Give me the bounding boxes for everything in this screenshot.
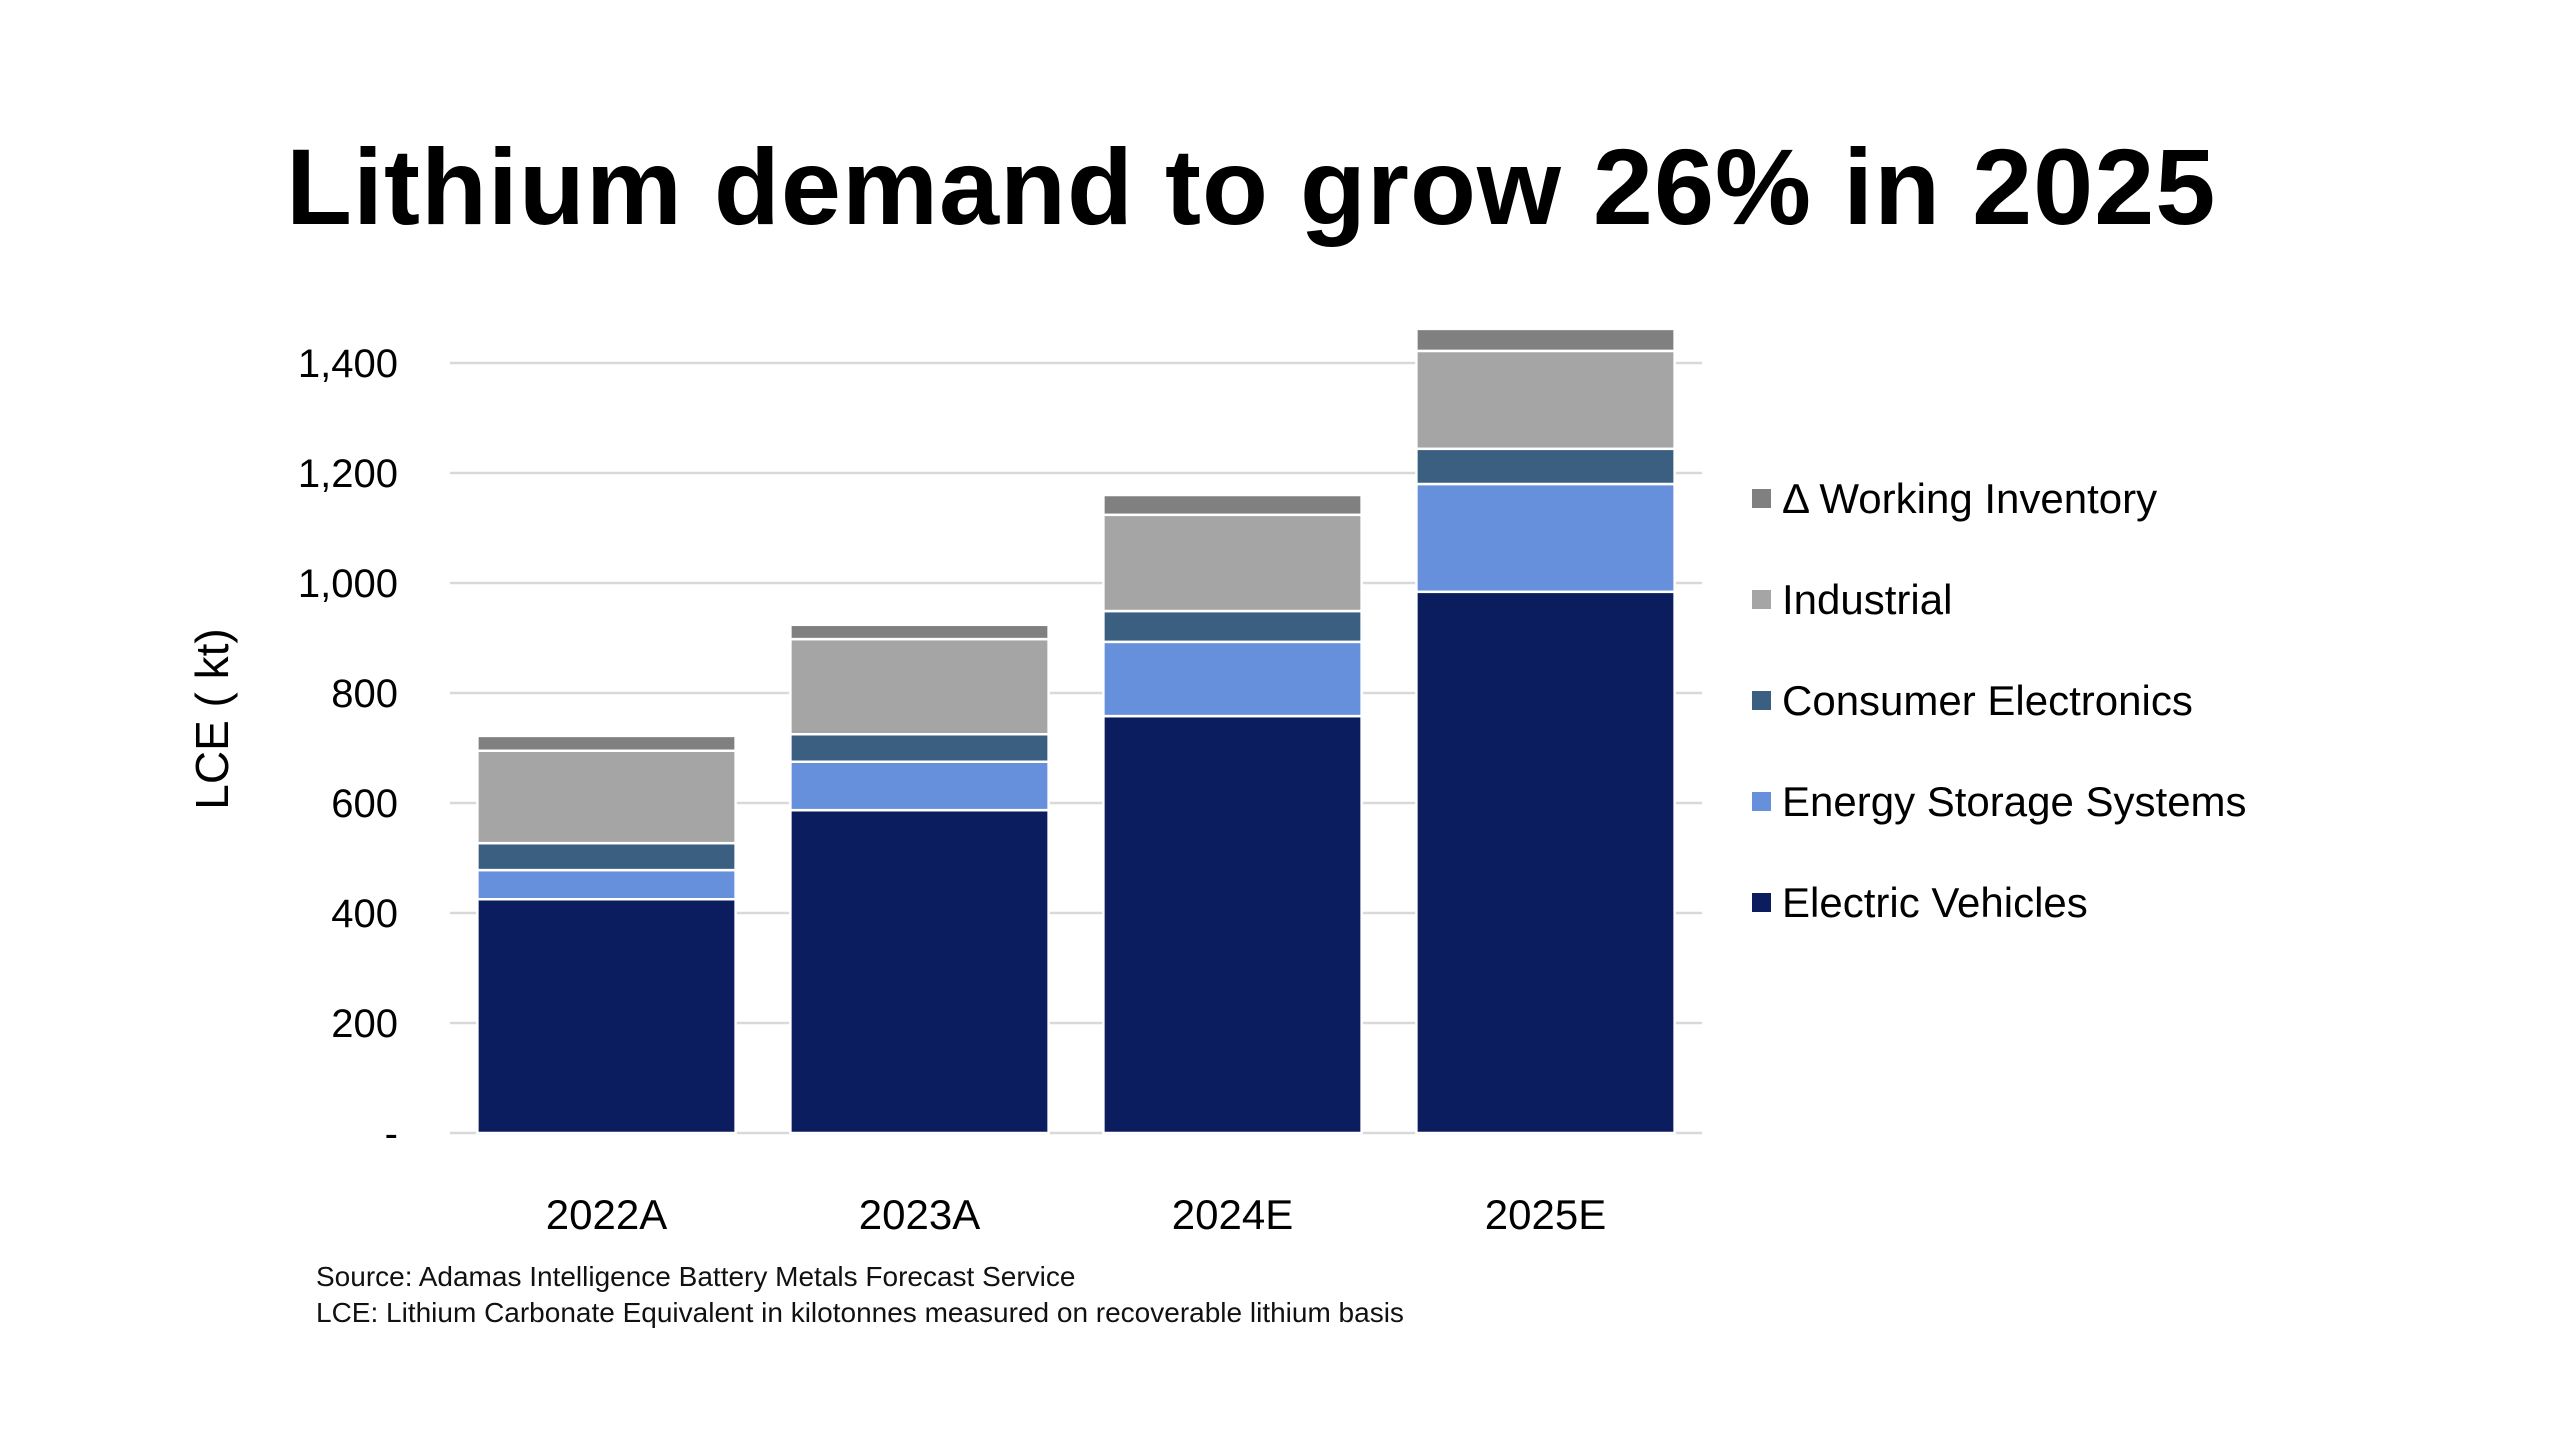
bar-segment-electric-vehicles xyxy=(789,808,1050,1135)
bar-segment-consumer-electronics xyxy=(1102,609,1363,644)
y-tick-label: 400 xyxy=(331,892,398,936)
lce-definition-note: LCE: Lithium Carbonate Equivalent in kil… xyxy=(316,1297,1404,1328)
legend: Δ Working Inventory Industrial Consumer … xyxy=(1752,448,2247,953)
legend-item-working-inventory: Δ Working Inventory xyxy=(1752,448,2247,549)
y-tick-label: 1,200 xyxy=(298,452,398,496)
bar-segment-energy-storage-systems xyxy=(789,760,1050,812)
source-note: Source: Adamas Intelligence Battery Meta… xyxy=(316,1261,1076,1292)
bar-stack-2024E xyxy=(1102,493,1363,1135)
bar-segment-working-inventory xyxy=(1415,327,1676,353)
legend-label: Δ Working Inventory xyxy=(1782,474,2158,522)
legend-swatch-icon xyxy=(1752,893,1771,912)
legend-swatch-icon xyxy=(1752,792,1771,811)
bar-segment-electric-vehicles xyxy=(1102,714,1363,1135)
bar-segment-industrial xyxy=(789,637,1050,736)
bar-segment-energy-storage-systems xyxy=(476,868,737,901)
legend-label: Industrial xyxy=(1782,575,1953,623)
y-tick-label: 200 xyxy=(331,1002,398,1046)
y-tick-label: 1,400 xyxy=(298,342,398,386)
x-category-label: 2022A xyxy=(546,1191,667,1238)
x-category-label: 2025E xyxy=(1485,1191,1606,1238)
bar-segment-electric-vehicles xyxy=(1415,590,1676,1135)
bar-segment-industrial xyxy=(476,749,737,845)
x-category-label: 2024E xyxy=(1172,1191,1293,1238)
bar-segment-working-inventory xyxy=(476,734,737,753)
bar-segment-consumer-electronics xyxy=(476,841,737,872)
legend-label: Energy Storage Systems xyxy=(1782,777,2247,825)
bar-stack-2022A xyxy=(476,734,737,1135)
bar-segment-energy-storage-systems xyxy=(1102,640,1363,718)
legend-swatch-icon xyxy=(1752,489,1771,508)
bar-segment-consumer-electronics xyxy=(789,733,1050,763)
bar-stack-2025E xyxy=(1415,327,1676,1135)
legend-label: Electric Vehicles xyxy=(1782,878,2088,926)
y-tick-label: 800 xyxy=(331,672,398,716)
y-tick-label: 600 xyxy=(331,782,398,826)
x-axis-categories: 2022A 2023A 2024E 2025E xyxy=(546,1191,1606,1238)
bar-segment-electric-vehicles xyxy=(476,898,737,1135)
y-axis-ticks: - 200 400 600 800 1,000 1,200 1,400 xyxy=(298,342,398,1156)
legend-swatch-icon xyxy=(1752,590,1771,609)
footer-notes: Source: Adamas Intelligence Battery Meta… xyxy=(316,1259,1404,1331)
legend-item-energy-storage-systems: Energy Storage Systems xyxy=(1752,751,2247,852)
legend-label: Consumer Electronics xyxy=(1782,676,2193,724)
legend-item-electric-vehicles: Electric Vehicles xyxy=(1752,852,2247,953)
bar-segment-working-inventory xyxy=(789,623,1050,641)
bar-segment-consumer-electronics xyxy=(1415,447,1676,486)
bar-segment-industrial xyxy=(1415,349,1676,451)
bars xyxy=(476,327,1676,1135)
legend-swatch-icon xyxy=(1752,691,1771,710)
y-tick-label: 1,000 xyxy=(298,562,398,606)
x-category-label: 2023A xyxy=(859,1191,980,1238)
chart-title: Lithium demand to grow 26% in 2025 xyxy=(286,126,2217,247)
legend-item-industrial: Industrial xyxy=(1752,549,2247,650)
bar-segment-industrial xyxy=(1102,513,1363,613)
bar-stack-2023A xyxy=(789,623,1050,1135)
y-axis-label: LCE ( kt) xyxy=(186,628,238,809)
bar-segment-working-inventory xyxy=(1102,493,1363,517)
legend-item-consumer-electronics: Consumer Electronics xyxy=(1752,650,2247,751)
bar-segment-energy-storage-systems xyxy=(1415,482,1676,594)
y-tick-label: - xyxy=(385,1112,398,1156)
